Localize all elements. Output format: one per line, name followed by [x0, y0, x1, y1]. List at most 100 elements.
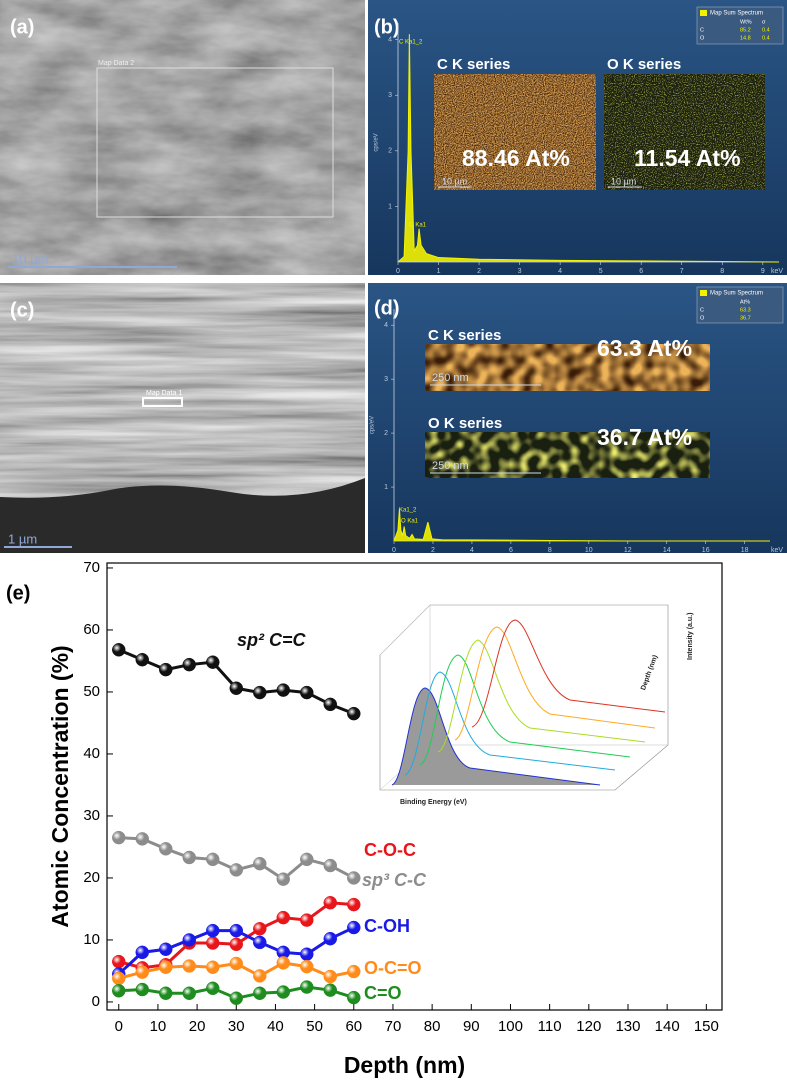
data-point [229, 681, 244, 695]
x-tick-label: 130 [615, 1018, 640, 1035]
scale-label: 10 µm [611, 176, 636, 186]
panel-label: (c) [10, 299, 34, 321]
y-tick-label: 1 [384, 484, 388, 491]
x-tick-label: 5 [599, 268, 603, 275]
y-tick-label: 30 [83, 807, 100, 824]
legend-cell: 14.8 [740, 35, 751, 41]
panel-label: (e) [6, 582, 30, 604]
inset-curve [404, 671, 616, 776]
panel-a: Map Data 2 10 µm (a) [0, 0, 365, 275]
data-point [159, 842, 173, 856]
scale-label: 10 µm [12, 251, 48, 266]
x-tick-label: 4 [470, 547, 474, 554]
legend-swatch [700, 290, 707, 296]
data-point [182, 850, 197, 865]
x-tick-label: 0 [115, 1018, 123, 1035]
map-title: O K series [428, 415, 502, 432]
panel-c: Map Data 1 1 µm (c) [0, 283, 365, 553]
x-tick-label: 100 [498, 1018, 523, 1035]
x-tick-label: 30 [228, 1018, 245, 1035]
series-label: C=O [364, 983, 402, 1003]
x-tick-label: 7 [680, 268, 684, 275]
x-tick-label: 6 [509, 547, 513, 554]
data-point [229, 937, 244, 952]
x-axis-label: keV [771, 547, 783, 554]
data-point [253, 986, 267, 1001]
x-tick-label: 70 [385, 1018, 402, 1035]
data-point [159, 662, 173, 677]
legend-cell: 0.4 [762, 27, 770, 33]
y-tick-label: 20 [83, 869, 100, 886]
data-point [182, 657, 197, 672]
region-label: Map Data 1 [146, 390, 182, 397]
data-point [253, 685, 267, 700]
panel-b: (b) Map Sum Spectrum Wt% σ C 85.2 0.4 O … [368, 0, 787, 275]
y-tick-label: 2 [384, 430, 388, 437]
data-point [347, 920, 361, 935]
x-tick-label: 4 [558, 268, 562, 275]
data-point [135, 652, 150, 667]
panel-label: (b) [374, 16, 400, 38]
panel-d: (d) Map Sum Spectrum At% C 63.3 O 36.7 C… [368, 283, 787, 553]
y-tick-label: 1 [388, 203, 392, 210]
data-point [253, 922, 267, 936]
data-point [206, 960, 220, 974]
x-tick-label: 8 [720, 268, 724, 275]
inset-curve [419, 654, 631, 766]
legend-cell: O [700, 315, 705, 321]
spectrum-line [397, 34, 780, 263]
data-point [182, 986, 197, 1001]
x-tick-label: 9 [761, 268, 765, 275]
x-tick-label: 0 [392, 547, 396, 554]
data-point [323, 931, 338, 946]
x-tick-label: 140 [655, 1018, 680, 1035]
x-tick-label: 40 [267, 1018, 284, 1035]
spectrum-line [393, 508, 770, 542]
legend-cell: 0.4 [762, 35, 770, 41]
x-tick-label: 120 [576, 1018, 601, 1035]
x-tick-label: 1 [437, 268, 441, 275]
legend-box [696, 6, 784, 45]
inset-3d: Binding Energy (eV) Depth (nm) Intensity… [379, 604, 694, 806]
y-axis-label: cps/eV [374, 133, 380, 151]
data-point [112, 984, 126, 998]
inset-curve [471, 619, 666, 728]
data-point [206, 981, 220, 996]
x-tick-label: 10 [585, 547, 593, 554]
data-point [276, 985, 291, 999]
legend-title: Map Sum Spectrum [710, 11, 763, 17]
x-tick-label: 3 [518, 268, 522, 275]
y-tick-label: 3 [384, 376, 388, 383]
x-tick-label: 10 [150, 1018, 167, 1035]
scale-label: 250 nm [432, 460, 469, 472]
x-tick-label: 8 [548, 547, 552, 554]
y-axis-label: cps/eV [370, 416, 376, 434]
region-label: Map Data 2 [98, 60, 134, 67]
y-tick-label: 3 [388, 92, 392, 99]
sem-shadow [0, 478, 365, 553]
x-tick-label: 110 [538, 1018, 562, 1035]
panel-label: (d) [374, 297, 400, 319]
map-title: O K series [607, 56, 681, 73]
map-title: C K series [428, 327, 501, 344]
y-tick-label: 2 [388, 148, 392, 155]
x-axis-label: Depth (nm) [344, 1052, 465, 1078]
legend-cell: O [700, 35, 705, 41]
inset-surface [392, 688, 600, 785]
data-point [323, 858, 338, 873]
data-point [347, 990, 361, 1005]
y-axis-label: Atomic Concentration (%) [47, 645, 73, 927]
legend-header: σ [762, 19, 766, 25]
spectrum-bg [368, 283, 787, 553]
map-region [142, 397, 183, 407]
data-point [229, 991, 244, 1005]
legend-box [696, 286, 784, 324]
sem-texture [0, 283, 365, 498]
legend-cell: 85.2 [740, 27, 751, 33]
series-label: C-O-C [364, 840, 416, 860]
scale-label: 10 µm [442, 176, 467, 186]
data-point [206, 852, 220, 867]
legend-swatch [700, 10, 707, 16]
